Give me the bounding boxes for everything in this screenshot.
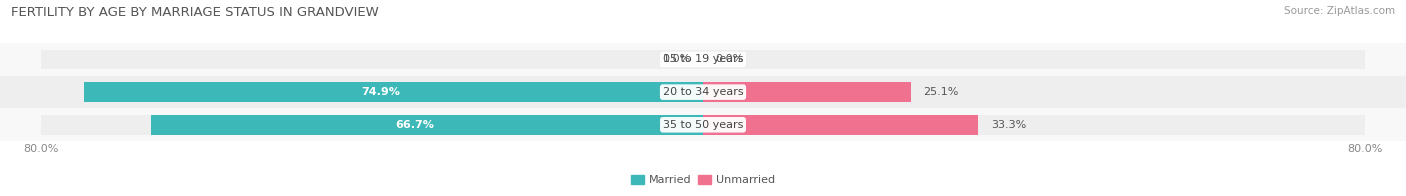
Text: 25.1%: 25.1%	[922, 87, 959, 97]
Bar	[0, 43, 1406, 76]
Bar	[41, 82, 703, 102]
Text: 15 to 19 years: 15 to 19 years	[662, 54, 744, 64]
Text: 33.3%: 33.3%	[991, 120, 1026, 130]
Bar	[703, 115, 979, 135]
Bar	[0, 108, 1406, 141]
Legend: Married, Unmarried: Married, Unmarried	[627, 170, 779, 190]
Bar	[703, 82, 1365, 102]
Bar	[152, 115, 703, 135]
Bar	[0, 76, 1406, 108]
Text: Source: ZipAtlas.com: Source: ZipAtlas.com	[1284, 6, 1395, 16]
Text: 0.0%: 0.0%	[716, 54, 744, 64]
Bar	[703, 50, 1365, 69]
Text: 20 to 34 years: 20 to 34 years	[662, 87, 744, 97]
Text: 35 to 50 years: 35 to 50 years	[662, 120, 744, 130]
Bar	[703, 115, 1365, 135]
Text: FERTILITY BY AGE BY MARRIAGE STATUS IN GRANDVIEW: FERTILITY BY AGE BY MARRIAGE STATUS IN G…	[11, 6, 380, 19]
Bar	[703, 82, 911, 102]
Text: 66.7%: 66.7%	[395, 120, 434, 130]
Text: 74.9%: 74.9%	[361, 87, 401, 97]
Bar	[41, 115, 703, 135]
Bar	[83, 82, 703, 102]
Bar	[41, 50, 703, 69]
Text: 0.0%: 0.0%	[662, 54, 690, 64]
